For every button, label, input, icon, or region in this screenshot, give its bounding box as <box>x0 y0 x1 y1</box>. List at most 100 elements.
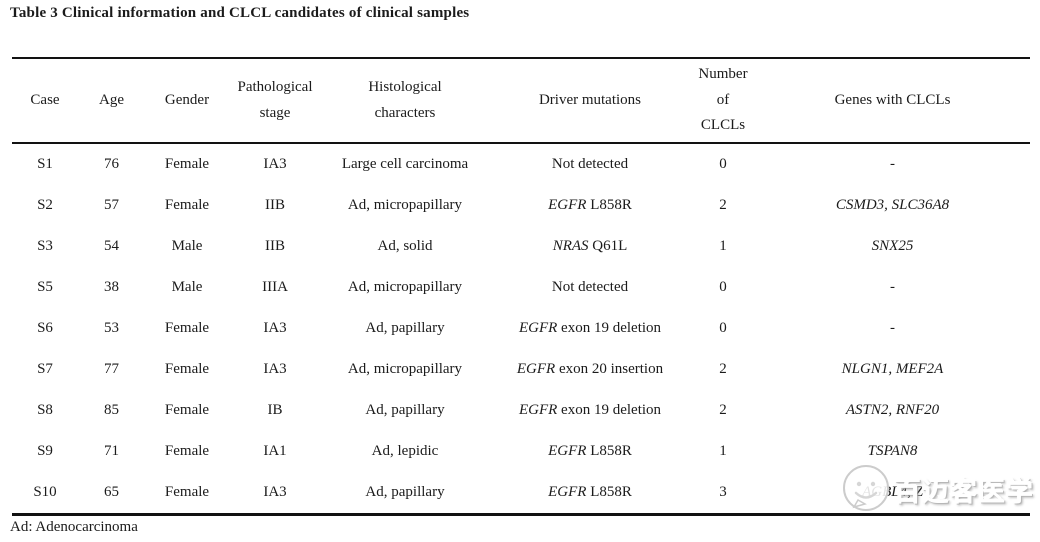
column-header-driver-mutations: Driver mutations <box>489 58 691 144</box>
cell-pathological-stage: IIB <box>265 238 285 254</box>
cell-genes-with-clcls: - <box>890 156 895 172</box>
table-title: Table 3 Clinical information and CLCL ca… <box>10 5 470 21</box>
table-row: S5 38 Male IIIA Ad, micropapillary Not d… <box>12 267 1030 308</box>
cell-clcl-count: 1 <box>719 238 727 254</box>
driver-mutation-detail: Q61L <box>588 238 628 254</box>
column-header-histological-characters: Histological characters <box>321 58 489 144</box>
cell-clcl-count: 0 <box>719 320 727 336</box>
cell-genes-with-clcls: CSMD3, SLC36A8 <box>835 197 950 213</box>
cell-case: S10 <box>33 484 57 500</box>
cell-driver-mutation: EGFR exon 20 insertion <box>489 349 691 390</box>
cell-case: S2 <box>37 197 53 213</box>
watermark-logo-icon <box>843 465 889 511</box>
cell-genes-with-clcls: - <box>890 279 895 295</box>
cell-gender: Female <box>164 320 210 336</box>
cell-histological-characters: Ad, lepidic <box>371 443 439 459</box>
cell-histological-characters: Large cell carcinoma <box>341 156 469 172</box>
watermark-text: 百迈客医学 <box>894 476 1034 508</box>
cell-genes-with-clcls: ASTN2, RNF20 <box>845 402 940 418</box>
table-row: S7 77 Female IA3 Ad, micropapillary EGFR… <box>12 349 1030 390</box>
cell-gender: Female <box>164 361 210 377</box>
cell-clcl-count: 1 <box>719 443 727 459</box>
column-header-pathological-stage: Pathological stage <box>229 58 321 144</box>
driver-gene-name: EGFR <box>516 361 556 377</box>
cell-case: S9 <box>37 443 53 459</box>
cell-gender: Male <box>171 238 203 254</box>
cell-case: S6 <box>37 320 53 336</box>
cell-driver-mutation: EGFR exon 19 deletion <box>489 390 691 431</box>
column-header-number-of-clcls: Number of CLCLs <box>691 58 755 144</box>
driver-gene-name: EGFR <box>548 484 587 500</box>
driver-gene-name: EGFR <box>548 443 587 459</box>
table-header: Case Age Gender Pathological stage Histo… <box>12 58 1030 144</box>
table-body: S1 76 Female IA3 Large cell carcinoma No… <box>12 143 1030 515</box>
driver-gene-name: EGFR <box>518 320 558 336</box>
driver-mutation-detail: L858R <box>586 484 632 500</box>
driver-mutation-detail: L858R <box>586 443 632 459</box>
cell-driver-mutation: EGFR L858R <box>489 472 691 515</box>
cell-genes-with-clcls: TSPAN8 <box>867 443 918 459</box>
column-header-case: Case <box>12 58 78 144</box>
cell-clcl-count: 0 <box>719 279 727 295</box>
cell-age: 57 <box>104 197 119 213</box>
column-header-gender: Gender <box>145 58 229 144</box>
cell-case: S5 <box>37 279 53 295</box>
cell-case: S3 <box>37 238 53 254</box>
cell-histological-characters: Ad, papillary <box>365 320 445 336</box>
cell-gender: Female <box>164 443 210 459</box>
cell-histological-characters: Ad, micropapillary <box>347 279 463 295</box>
cell-gender: Female <box>164 156 210 172</box>
cell-clcl-count: 3 <box>719 484 727 500</box>
cell-pathological-stage: IIIA <box>262 279 288 295</box>
driver-mutation-detail: Not detected <box>551 156 629 172</box>
table-row: S3 54 Male IIB Ad, solid NRAS Q61L 1 SNX… <box>12 226 1030 267</box>
cell-histological-characters: Ad, micropapillary <box>347 361 463 377</box>
driver-mutation-detail: L858R <box>586 197 632 213</box>
cell-driver-mutation: EGFR L858R <box>489 185 691 226</box>
cell-driver-mutation: Not detected <box>489 143 691 185</box>
table-row: S6 53 Female IA3 Ad, papillary EGFR exon… <box>12 308 1030 349</box>
cell-driver-mutation: EGFR L858R <box>489 431 691 472</box>
cell-genes-with-clcls: - <box>890 320 895 336</box>
clinical-samples-table: Case Age Gender Pathological stage Histo… <box>12 57 1030 516</box>
column-header-genes-with-clcls: Genes with CLCLs <box>755 58 1030 144</box>
driver-gene-name: EGFR <box>548 197 587 213</box>
cell-case: S7 <box>37 361 53 377</box>
cell-pathological-stage: IA1 <box>263 443 287 459</box>
cell-gender: Female <box>164 402 210 418</box>
cell-pathological-stage: IA3 <box>263 484 287 500</box>
cell-histological-characters: Ad, micropapillary <box>347 197 463 213</box>
cell-gender: Male <box>171 279 203 295</box>
cell-age: 65 <box>104 484 119 500</box>
cell-pathological-stage: IA3 <box>263 156 287 172</box>
driver-mutation-detail: Not detected <box>551 279 629 295</box>
cell-pathological-stage: IB <box>267 402 283 418</box>
cell-age: 54 <box>104 238 119 254</box>
cell-histological-characters: Ad, papillary <box>365 484 445 500</box>
table-footnote: Ad: Adenocarcinoma <box>10 519 138 535</box>
cell-driver-mutation: Not detected <box>489 267 691 308</box>
table-row: S2 57 Female IIB Ad, micropapillary EGFR… <box>12 185 1030 226</box>
driver-mutation-detail: exon 19 deletion <box>557 402 662 418</box>
cell-clcl-count: 2 <box>719 361 727 377</box>
cell-genes-with-clcls: NLGN1, MEF2A <box>841 361 944 377</box>
header-row: Case Age Gender Pathological stage Histo… <box>12 58 1030 144</box>
table-row: S9 71 Female IA1 Ad, lepidic EGFR L858R … <box>12 431 1030 472</box>
driver-gene-name: EGFR <box>518 402 558 418</box>
cell-case: S1 <box>37 156 53 172</box>
cell-histological-characters: Ad, papillary <box>365 402 445 418</box>
driver-mutation-detail: exon 19 deletion <box>557 320 662 336</box>
driver-gene-name: NRAS <box>552 238 589 254</box>
cell-clcl-count: 0 <box>719 156 727 172</box>
cell-pathological-stage: IA3 <box>263 361 287 377</box>
cell-gender: Female <box>164 484 210 500</box>
watermark: 百迈客医学 <box>840 463 1034 515</box>
column-header-age: Age <box>78 58 145 144</box>
cell-driver-mutation: EGFR exon 19 deletion <box>489 308 691 349</box>
cell-age: 76 <box>104 156 119 172</box>
cell-pathological-stage: IA3 <box>263 320 287 336</box>
cell-clcl-count: 2 <box>719 402 727 418</box>
cell-age: 85 <box>104 402 119 418</box>
driver-mutation-detail: exon 20 insertion <box>555 361 664 377</box>
